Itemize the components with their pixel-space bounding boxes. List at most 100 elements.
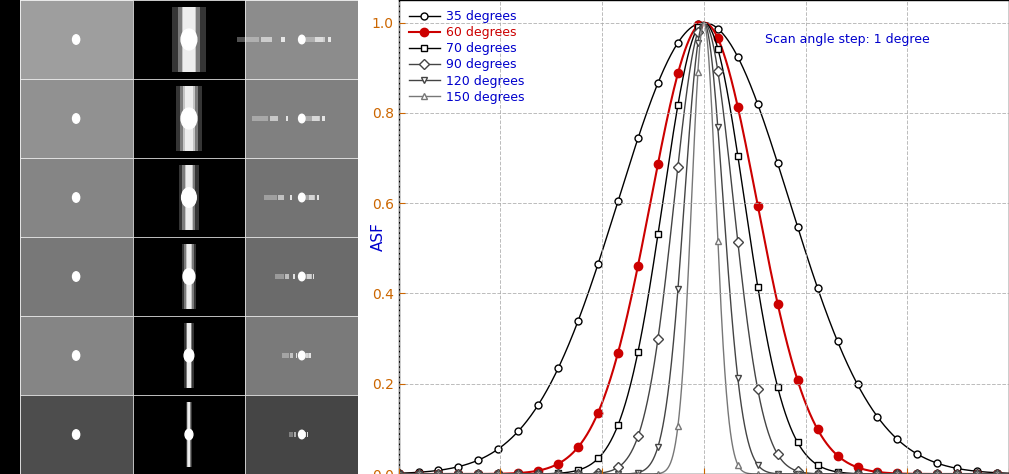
Bar bbox=[312, 116, 320, 121]
Circle shape bbox=[181, 29, 197, 50]
Bar bbox=[188, 323, 191, 388]
90 degrees bbox=[664, 235, 676, 241]
Circle shape bbox=[184, 349, 194, 362]
Bar bbox=[132, 316, 245, 395]
70 degrees bbox=[697, 20, 709, 26]
60 degrees bbox=[464, 471, 476, 474]
Circle shape bbox=[73, 272, 80, 281]
Bar bbox=[182, 244, 196, 309]
120 degrees bbox=[664, 372, 676, 377]
Bar bbox=[178, 7, 200, 72]
150 degrees bbox=[698, 20, 710, 26]
Circle shape bbox=[185, 429, 193, 440]
150 degrees bbox=[675, 390, 687, 395]
Bar bbox=[185, 86, 194, 151]
70 degrees bbox=[440, 471, 452, 474]
Bar bbox=[186, 244, 192, 309]
Circle shape bbox=[73, 351, 80, 360]
Bar bbox=[310, 353, 311, 358]
Bar bbox=[185, 165, 193, 230]
Bar bbox=[296, 353, 297, 358]
60 degrees bbox=[393, 471, 405, 474]
120 degrees bbox=[675, 243, 687, 249]
60 degrees bbox=[652, 163, 664, 169]
Bar bbox=[186, 402, 193, 467]
Text: ASF: ASF bbox=[371, 223, 385, 251]
120 degrees bbox=[1003, 471, 1009, 474]
60 degrees bbox=[440, 471, 452, 474]
35 degrees bbox=[393, 470, 405, 474]
Bar bbox=[182, 7, 197, 72]
60 degrees bbox=[1003, 471, 1009, 474]
Bar bbox=[274, 274, 284, 279]
60 degrees bbox=[697, 20, 709, 26]
Bar bbox=[302, 37, 323, 42]
70 degrees bbox=[675, 84, 687, 90]
150 degrees bbox=[440, 471, 452, 474]
35 degrees bbox=[675, 35, 687, 41]
Bar bbox=[132, 395, 245, 474]
Bar bbox=[186, 323, 193, 388]
Bar bbox=[307, 274, 312, 279]
Bar bbox=[181, 86, 198, 151]
70 degrees bbox=[664, 150, 676, 156]
Bar bbox=[188, 402, 190, 467]
Bar bbox=[0, 0, 20, 474]
Bar bbox=[302, 353, 308, 358]
Bar bbox=[290, 195, 292, 200]
Bar bbox=[285, 274, 290, 279]
Bar bbox=[302, 116, 319, 121]
150 degrees bbox=[652, 471, 664, 474]
Bar bbox=[20, 79, 132, 158]
Text: Scan angle step: 1 degree: Scan angle step: 1 degree bbox=[765, 33, 929, 46]
Circle shape bbox=[73, 114, 80, 123]
120 degrees bbox=[393, 471, 405, 474]
Bar bbox=[245, 0, 358, 79]
90 degrees bbox=[675, 135, 687, 140]
35 degrees bbox=[697, 20, 709, 26]
150 degrees bbox=[664, 461, 676, 466]
Bar bbox=[245, 316, 358, 395]
Bar bbox=[313, 274, 314, 279]
Bar bbox=[245, 395, 358, 474]
Bar bbox=[132, 79, 245, 158]
Bar bbox=[322, 116, 325, 121]
Bar bbox=[270, 116, 278, 121]
Legend: 35 degrees, 60 degrees, 70 degrees, 90 degrees, 120 degrees, 150 degrees: 35 degrees, 60 degrees, 70 degrees, 90 d… bbox=[405, 6, 529, 108]
Bar bbox=[278, 195, 285, 200]
150 degrees bbox=[464, 471, 476, 474]
Circle shape bbox=[299, 272, 305, 281]
Bar bbox=[186, 165, 193, 230]
Bar bbox=[184, 323, 194, 388]
35 degrees bbox=[664, 53, 676, 59]
150 degrees bbox=[741, 470, 753, 474]
Bar bbox=[306, 353, 309, 358]
Line: 150 degrees: 150 degrees bbox=[396, 19, 1009, 474]
Bar bbox=[282, 37, 285, 42]
Circle shape bbox=[73, 193, 80, 202]
70 degrees bbox=[741, 210, 753, 216]
Line: 120 degrees: 120 degrees bbox=[396, 19, 1009, 474]
Bar bbox=[289, 432, 294, 437]
Bar bbox=[20, 0, 132, 79]
Bar bbox=[185, 244, 194, 309]
90 degrees bbox=[1003, 471, 1009, 474]
Bar bbox=[20, 158, 132, 237]
Circle shape bbox=[299, 351, 305, 360]
90 degrees bbox=[393, 471, 405, 474]
Bar bbox=[245, 237, 358, 316]
Bar bbox=[264, 195, 276, 200]
Line: 60 degrees: 60 degrees bbox=[395, 18, 1009, 474]
Bar bbox=[184, 7, 195, 72]
Bar bbox=[294, 274, 295, 279]
70 degrees bbox=[652, 234, 664, 240]
Bar bbox=[176, 86, 202, 151]
Bar bbox=[251, 116, 268, 121]
150 degrees bbox=[1003, 471, 1009, 474]
Bar bbox=[237, 37, 259, 42]
Circle shape bbox=[299, 430, 305, 439]
120 degrees bbox=[464, 471, 476, 474]
Circle shape bbox=[181, 108, 197, 129]
90 degrees bbox=[652, 339, 664, 345]
35 degrees bbox=[440, 466, 452, 472]
